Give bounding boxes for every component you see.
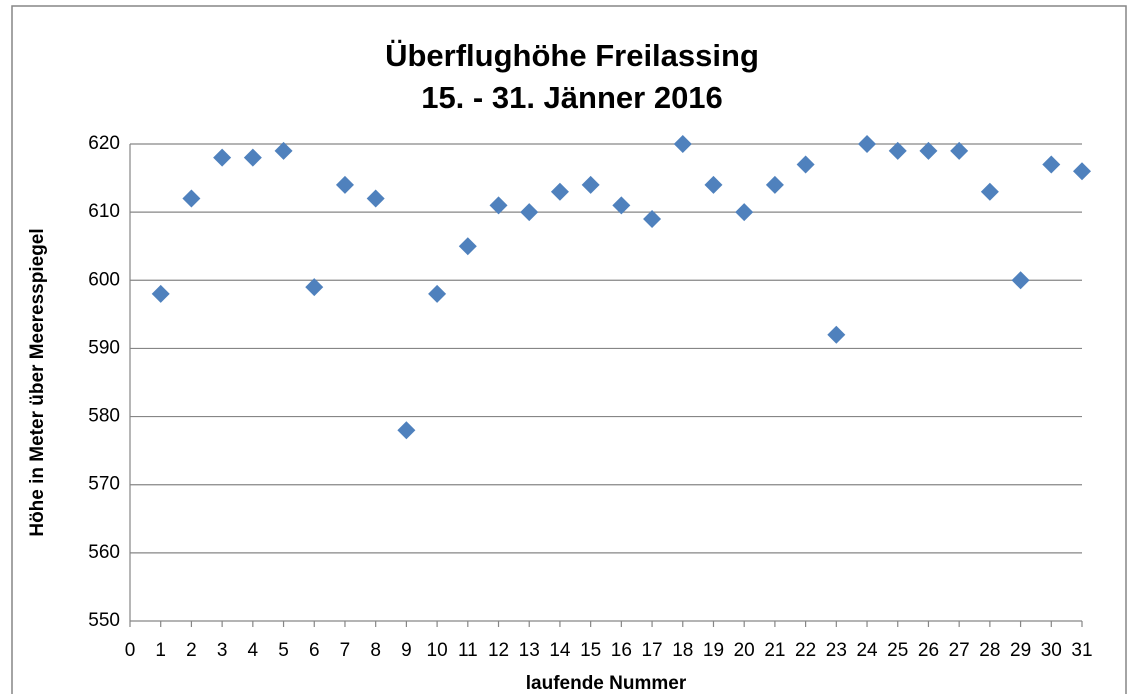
data-point <box>765 175 784 194</box>
y-tick-label: 550 <box>88 610 120 631</box>
data-point <box>1042 155 1061 174</box>
data-point <box>796 155 815 174</box>
data-point <box>581 175 600 194</box>
data-point <box>305 278 324 297</box>
chart-border <box>11 5 1127 694</box>
data-point <box>397 421 416 440</box>
x-tick-label: 17 <box>641 640 662 661</box>
data-point <box>704 175 723 194</box>
data-point <box>520 203 539 222</box>
data-point <box>489 196 508 215</box>
x-tick-label: 28 <box>979 640 1000 661</box>
data-point <box>274 141 293 160</box>
data-point <box>366 189 385 208</box>
data-point <box>888 141 907 160</box>
x-tick-label: 21 <box>764 640 785 661</box>
y-tick-label: 620 <box>88 133 120 154</box>
x-tick-label: 31 <box>1071 640 1092 661</box>
x-tick-label: 19 <box>703 640 724 661</box>
y-axis-title: Höhe in Meter über Meeresspiegel <box>27 228 48 536</box>
y-tick-label: 560 <box>88 542 120 563</box>
chart-subtitle: 15. - 31. Jänner 2016 <box>421 80 723 115</box>
data-point <box>550 182 569 201</box>
y-tick-label: 610 <box>88 201 120 222</box>
data-point <box>735 203 754 222</box>
x-tick-label: 5 <box>278 640 289 661</box>
x-tick-label: 27 <box>949 640 970 661</box>
x-tick-label: 24 <box>856 640 878 661</box>
data-point <box>243 148 262 167</box>
x-tick-label: 2 <box>186 640 197 661</box>
x-tick-label: 11 <box>458 640 478 661</box>
x-tick-label: 8 <box>370 640 381 661</box>
x-tick-label: 22 <box>795 640 816 661</box>
x-tick-label: 25 <box>887 640 908 661</box>
data-point <box>213 148 232 167</box>
data-point <box>151 284 170 303</box>
data-point <box>428 284 447 303</box>
x-tick-label: 1 <box>155 640 166 661</box>
data-point <box>827 325 846 344</box>
y-tick-label: 600 <box>88 269 120 290</box>
x-tick-label: 13 <box>519 640 540 661</box>
data-point <box>980 182 999 201</box>
data-point <box>643 209 662 228</box>
data-point <box>458 237 477 256</box>
data-point <box>673 135 692 153</box>
data-point <box>335 175 354 194</box>
x-tick-label: 16 <box>611 640 632 661</box>
x-tick-label: 29 <box>1010 640 1031 661</box>
x-tick-label: 15 <box>580 640 601 661</box>
data-point <box>612 196 631 215</box>
x-tick-label: 12 <box>488 640 509 661</box>
data-point <box>182 189 201 208</box>
data-point <box>858 135 877 153</box>
data-point <box>919 141 938 160</box>
x-tick-label: 20 <box>734 640 755 661</box>
x-tick-label: 4 <box>248 640 259 661</box>
data-point <box>1073 162 1091 181</box>
chart-title: Überflughöhe Freilassing <box>385 38 759 73</box>
x-tick-label: 26 <box>918 640 939 661</box>
x-tick-label: 3 <box>217 640 228 661</box>
x-axis-title: laufende Nummer <box>526 673 687 694</box>
x-tick-label: 0 <box>125 640 136 661</box>
x-tick-label: 6 <box>309 640 320 661</box>
x-tick-label: 14 <box>549 640 571 661</box>
x-tick-label: 18 <box>672 640 693 661</box>
x-tick-label: 9 <box>401 640 412 661</box>
data-point <box>1011 271 1030 290</box>
data-point <box>950 141 969 160</box>
y-tick-label: 580 <box>88 406 120 427</box>
x-tick-label: 30 <box>1041 640 1062 661</box>
y-tick-label: 570 <box>88 474 120 495</box>
x-tick-label: 23 <box>826 640 847 661</box>
x-tick-label: 7 <box>340 640 351 661</box>
x-tick-label: 10 <box>427 640 448 661</box>
y-tick-label: 590 <box>88 337 120 358</box>
